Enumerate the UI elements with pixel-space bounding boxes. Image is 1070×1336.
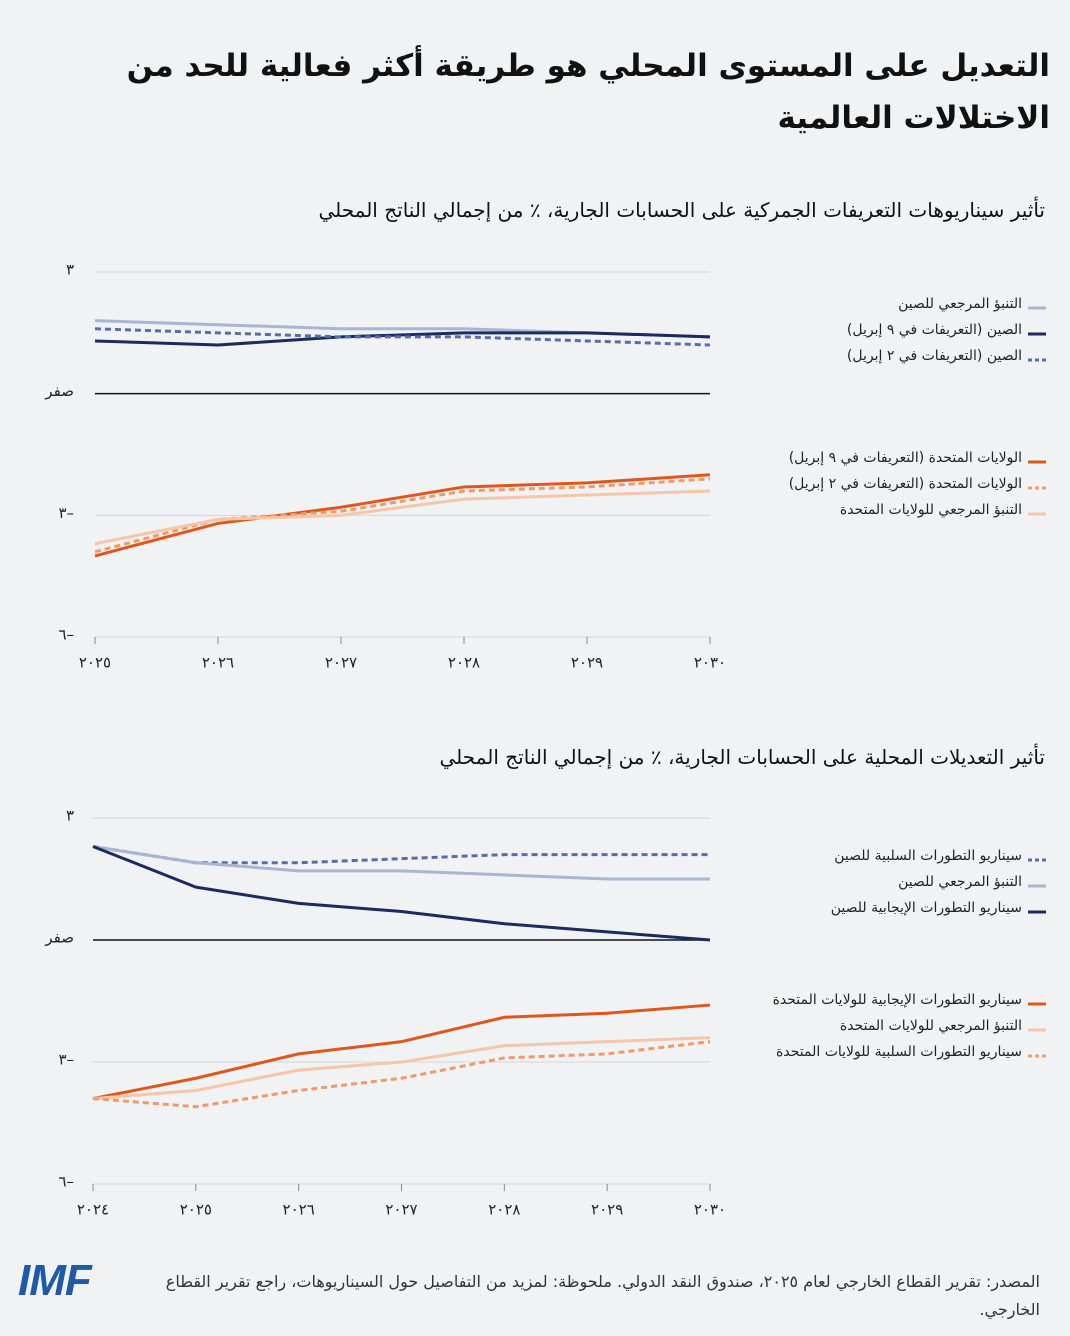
source-note: المصدر: تقرير القطاع الخارجي لعام ٢٠٢٥، … bbox=[165, 1272, 1040, 1319]
legend-label: التنبؤ المرجعي للولايات المتحدة bbox=[839, 1018, 1022, 1034]
legend-label: التنبؤ المرجعي للصين bbox=[898, 296, 1022, 312]
series-line bbox=[94, 489, 711, 546]
x-tick-label: ٢٠٢٧ bbox=[385, 1201, 417, 1219]
series-line bbox=[92, 1040, 711, 1109]
series-line bbox=[94, 473, 711, 558]
legend-label: سيناريو التطورات السلبية للصين bbox=[834, 848, 1022, 864]
series-line bbox=[92, 844, 710, 881]
y-tick-label: ٦– bbox=[58, 626, 74, 644]
y-tick-label: صفر bbox=[44, 929, 74, 947]
series-line bbox=[94, 331, 711, 347]
x-tick-label: ٢٠٢٧ bbox=[325, 654, 357, 672]
x-tick-label: ٢٠٢٦ bbox=[202, 654, 234, 672]
x-tick-label: ٢٠٢٦ bbox=[283, 1201, 315, 1219]
chart-subtitle: تأثير التعديلات المحلية على الحسابات الج… bbox=[439, 745, 1046, 769]
series-line bbox=[92, 1036, 711, 1101]
legend-label: الولايات المتحدة (التعريفات في ٢ إبريل) bbox=[788, 476, 1022, 492]
y-tick-label: ٣ bbox=[66, 807, 74, 825]
legend-label: الصين (التعريفات في ٢ إبريل) bbox=[846, 348, 1022, 364]
x-tick-label: ٢٠٢٥ bbox=[180, 1201, 212, 1219]
y-tick-label: ٣ bbox=[66, 261, 74, 279]
series-line bbox=[94, 477, 711, 554]
legend-label: التنبؤ المرجعي للصين bbox=[898, 874, 1022, 890]
y-tick-label: ٣– bbox=[58, 504, 74, 522]
y-tick-label: ٣– bbox=[58, 1051, 74, 1069]
x-tick-label: ٢٠٢٨ bbox=[488, 1201, 520, 1219]
legend-label: الصين (التعريفات في ٩ إبريل) bbox=[846, 322, 1022, 338]
legend-label: التنبؤ المرجعي للولايات المتحدة bbox=[839, 502, 1022, 518]
legend-label: سيناريو التطورات الإيجابية للصين bbox=[830, 900, 1022, 916]
x-tick-label: ٢٠٢٩ bbox=[591, 1201, 623, 1219]
x-tick-label: ٢٠٢٤ bbox=[77, 1201, 109, 1219]
x-tick-label: ٢٠٢٨ bbox=[448, 654, 480, 672]
page-title: التعديل على المستوى المحلي هو طريقة أكثر… bbox=[126, 48, 1050, 136]
x-tick-label: ٢٠٢٥ bbox=[79, 654, 111, 672]
series-line bbox=[92, 1003, 711, 1101]
series-line bbox=[94, 327, 711, 347]
legend-label: سيناريو التطورات الإيجابية للولايات المت… bbox=[772, 992, 1022, 1008]
legend-label: الولايات المتحدة (التعريفات في ٩ إبريل) bbox=[788, 450, 1022, 466]
x-tick-label: ٢٠٣٠ bbox=[694, 1201, 726, 1219]
y-tick-label: صفر bbox=[44, 382, 74, 400]
chart-subtitle: تأثير سيناريوهات التعريفات الجمركية على … bbox=[318, 198, 1045, 222]
logo: IMF bbox=[18, 1256, 92, 1305]
x-tick-label: ٢٠٢٩ bbox=[571, 654, 603, 672]
y-tick-label: ٦– bbox=[58, 1173, 74, 1191]
x-tick-label: ٢٠٣٠ bbox=[694, 654, 726, 672]
legend-label: سيناريو التطورات السلبية للولايات المتحد… bbox=[776, 1044, 1022, 1060]
series-line bbox=[92, 845, 711, 942]
